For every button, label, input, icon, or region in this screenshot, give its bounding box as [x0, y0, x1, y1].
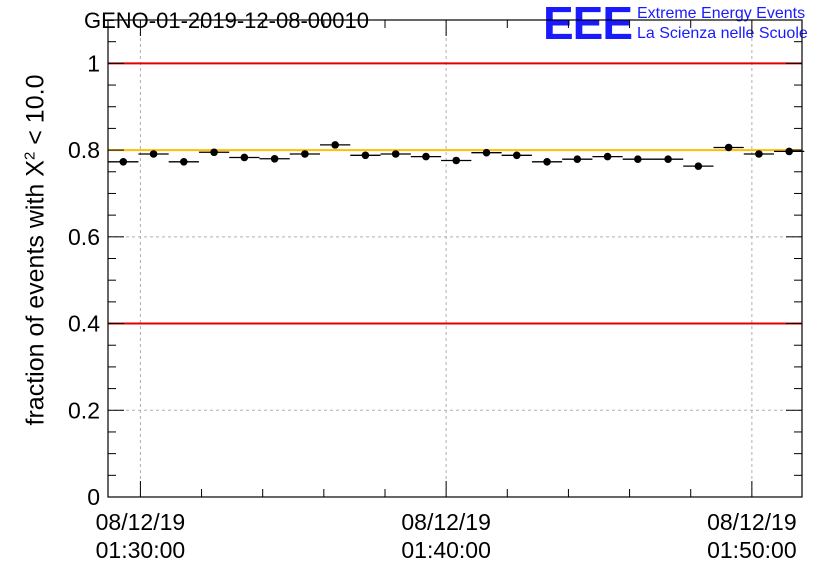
y-tick-label: 0.2 — [68, 397, 100, 423]
eee-logo-icon: EEE — [543, 0, 633, 49]
data-point — [603, 152, 612, 161]
data-point — [694, 162, 703, 170]
y-tick-label: 1 — [87, 50, 100, 76]
data-point — [180, 157, 188, 166]
data-point — [301, 150, 309, 158]
data-point — [664, 155, 672, 163]
data-point — [119, 157, 128, 166]
plot-frame — [107, 19, 803, 498]
data-point — [512, 151, 521, 160]
x-tick-label-date: 08/12/19 — [96, 509, 186, 535]
data-point — [391, 150, 400, 158]
data-point — [634, 155, 642, 163]
logo-line-2: La Scienza nelle Scuole — [637, 25, 808, 42]
x-tick-label-time: 01:50:00 — [707, 537, 797, 563]
logo-line-1: Extreme Energy Events — [637, 5, 806, 22]
data-point — [573, 155, 582, 163]
x-tick-label-time: 01:40:00 — [401, 537, 491, 563]
y-tick-label: 0.8 — [68, 137, 100, 163]
data-point — [331, 141, 339, 149]
data-point — [361, 151, 370, 160]
data-point — [724, 143, 733, 152]
data-point — [422, 152, 430, 161]
x-tick-label-time: 01:30:00 — [96, 537, 186, 563]
data-point — [210, 148, 218, 157]
data-point — [482, 148, 491, 157]
data-point — [755, 150, 763, 158]
data-point — [149, 150, 158, 158]
y-tick-label: 0.6 — [68, 224, 100, 250]
data-point — [240, 153, 249, 162]
data-point — [452, 156, 461, 165]
x-tick-label-date: 08/12/19 — [707, 509, 797, 535]
y-tick-label: 0.4 — [68, 311, 100, 337]
x-tick-label-date: 08/12/19 — [401, 509, 491, 535]
y-tick-label: 0 — [87, 484, 100, 510]
data-point — [270, 154, 279, 163]
data-point — [785, 147, 793, 156]
data-point — [543, 157, 551, 166]
